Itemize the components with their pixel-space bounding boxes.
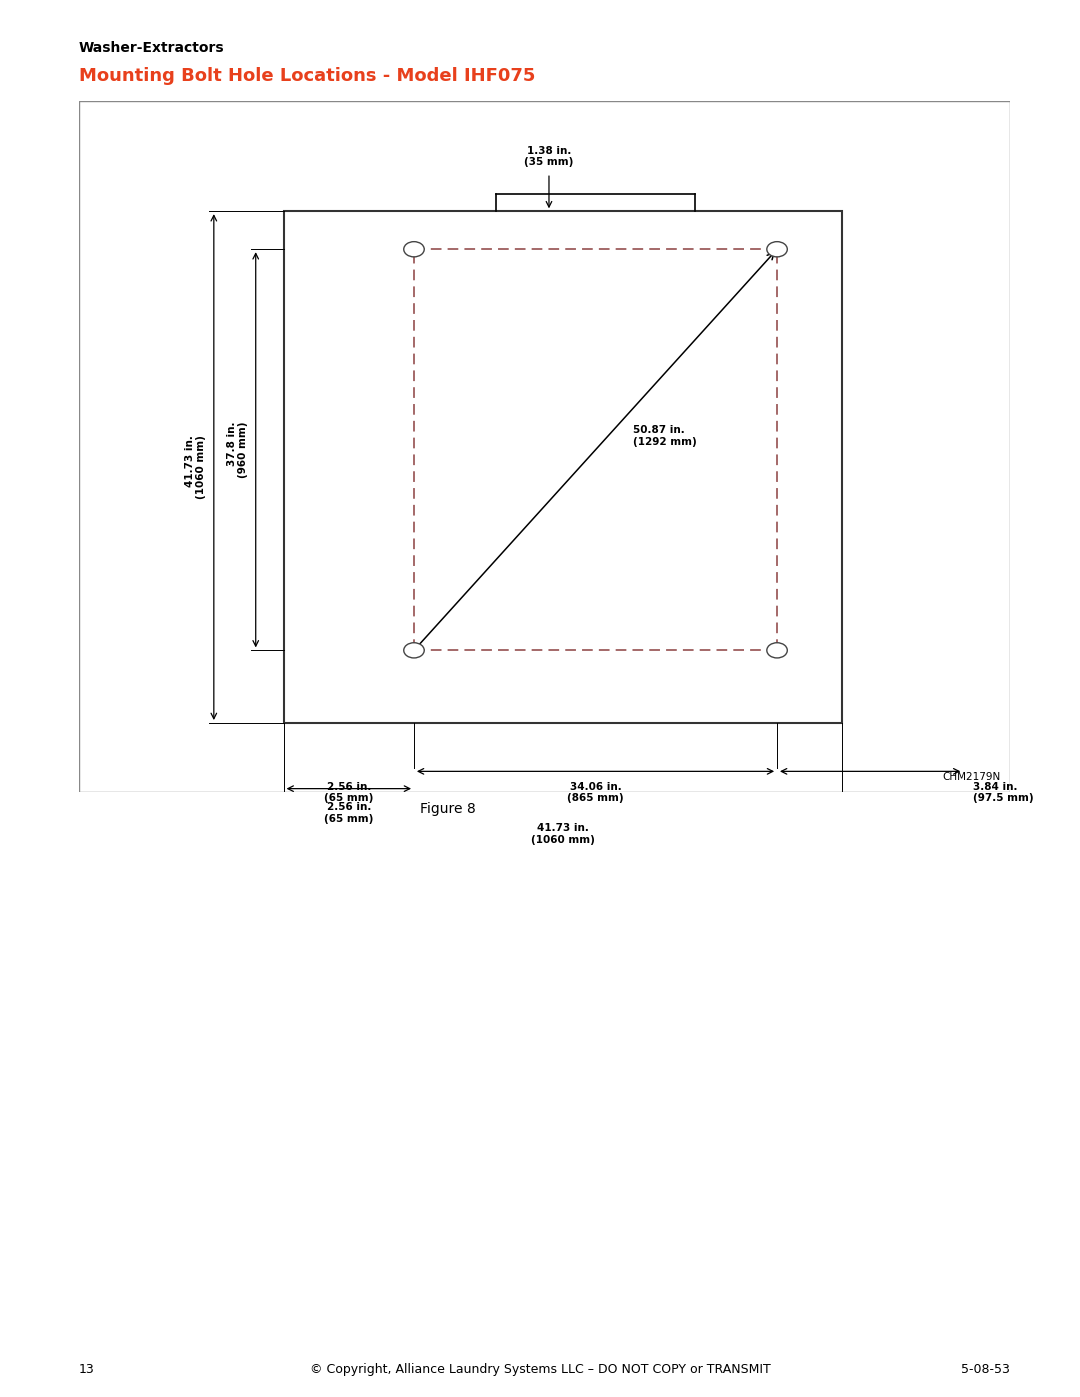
Text: 37.8 in.
(960 mm): 37.8 in. (960 mm) [227,422,248,478]
Text: 13: 13 [79,1363,95,1376]
Text: 2.56 in.
(65 mm): 2.56 in. (65 mm) [324,802,374,824]
Circle shape [767,242,787,257]
Text: 50.87 in.
(1292 mm): 50.87 in. (1292 mm) [633,425,697,447]
Text: CHM2179N: CHM2179N [942,771,1000,782]
Text: 41.73 in.
(1060 mm): 41.73 in. (1060 mm) [185,434,206,499]
Text: 41.73 in.
(1060 mm): 41.73 in. (1060 mm) [531,823,595,845]
Text: Washer-Extractors: Washer-Extractors [79,41,225,54]
Bar [284,211,842,724]
Text: © Copyright, Alliance Laundry Systems LLC – DO NOT COPY or TRANSMIT: © Copyright, Alliance Laundry Systems LL… [310,1363,770,1376]
Text: Figure 8: Figure 8 [420,802,476,816]
Circle shape [404,242,424,257]
Circle shape [404,643,424,658]
Circle shape [767,643,787,658]
Text: 1.38 in.
(35 mm): 1.38 in. (35 mm) [524,145,573,168]
Text: Mounting Bolt Hole Locations - Model IHF075: Mounting Bolt Hole Locations - Model IHF… [79,67,536,85]
Text: 2.56 in.
(65 mm): 2.56 in. (65 mm) [324,782,374,803]
Text: 3.84 in.
(97.5 mm): 3.84 in. (97.5 mm) [973,782,1034,803]
Text: 5-08-53: 5-08-53 [961,1363,1010,1376]
Text: 34.06 in.
(865 mm): 34.06 in. (865 mm) [567,782,624,803]
